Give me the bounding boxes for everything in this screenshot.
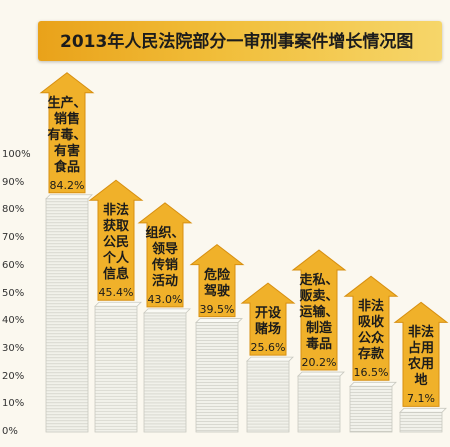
bar-top bbox=[349, 381, 397, 387]
growth-arrow bbox=[189, 243, 245, 318]
y-tick-label: 50% bbox=[2, 287, 25, 299]
y-tick-label: 30% bbox=[2, 342, 25, 354]
bar-stack bbox=[349, 381, 397, 433]
bar-top bbox=[143, 308, 191, 314]
category-label: 危险 驾驶 39.5% bbox=[193, 268, 241, 318]
bar-stack bbox=[246, 356, 294, 433]
bar-top bbox=[297, 371, 345, 377]
category-label-line: 非法 bbox=[357, 299, 384, 315]
category-label: 走私、 贩卖、 运输、 制造 毒品 20.2% bbox=[295, 273, 343, 371]
category-label: 非法 吸收 公众 存款 16.5% bbox=[347, 299, 395, 381]
category-label-line: 信息 bbox=[102, 267, 129, 283]
growth-arrow bbox=[137, 202, 193, 308]
bar-top bbox=[94, 301, 142, 307]
y-tick-label: 10% bbox=[2, 398, 25, 410]
bar-stack bbox=[399, 407, 447, 433]
bar bbox=[297, 375, 341, 433]
category-label-line: 驾驶 bbox=[203, 283, 230, 299]
value-label: 7.1% bbox=[407, 392, 435, 406]
bar-stack bbox=[143, 308, 191, 433]
bar-stack bbox=[94, 301, 142, 433]
value-label: 45.4% bbox=[98, 286, 134, 300]
category-label-line: 毒品 bbox=[305, 337, 332, 353]
bar-top bbox=[399, 407, 447, 413]
category-label-line: 非法 bbox=[102, 203, 129, 219]
value-label: 39.5% bbox=[199, 302, 235, 316]
y-tick-label: 20% bbox=[2, 370, 25, 382]
bar-top bbox=[45, 194, 93, 200]
growth-arrow bbox=[39, 72, 95, 194]
y-tick-label: 100% bbox=[2, 149, 31, 160]
bar bbox=[349, 385, 393, 433]
category-label: 开设 赌场 25.6% bbox=[244, 306, 292, 356]
category-label-line: 传销 bbox=[151, 257, 178, 273]
bar-top bbox=[195, 318, 243, 323]
category-label-line: 销售 bbox=[53, 111, 80, 127]
category-label-line: 开设 bbox=[254, 306, 281, 322]
category-label-line: 赌场 bbox=[254, 322, 281, 338]
category-label-line: 生产、 bbox=[47, 95, 87, 111]
y-tick-label: 40% bbox=[2, 315, 25, 327]
y-tick-label: 60% bbox=[2, 259, 25, 271]
category-label: 非法 占用 农用地 7.1% bbox=[397, 325, 445, 407]
category-label: 组织、 领导 传销 活动 43.0% bbox=[141, 226, 189, 308]
category-label-line: 制造 bbox=[305, 321, 332, 337]
category-label: 生产、 销售 有毒、 有害 食品 84.2% bbox=[43, 96, 91, 194]
growth-arrow bbox=[393, 301, 449, 407]
value-label: 16.5% bbox=[353, 366, 389, 380]
category-label-line: 有害 bbox=[53, 143, 80, 159]
value-label: 84.2% bbox=[49, 178, 85, 192]
category-label-line: 农用 bbox=[407, 357, 434, 373]
category-label-line: 食品 bbox=[53, 159, 80, 175]
category-label-line: 个人 bbox=[102, 251, 129, 267]
category-label-line: 贩卖、 bbox=[299, 289, 339, 305]
value-label: 25.6% bbox=[250, 341, 286, 355]
category-label-line: 公众 bbox=[357, 331, 384, 347]
category-label-line: 存款 bbox=[357, 347, 384, 363]
category-label-line: 活动 bbox=[151, 273, 178, 289]
value-label: 20.2% bbox=[301, 356, 337, 370]
chart-title: 2013年人民法院部分一审刑事案件增长情况图 bbox=[60, 32, 414, 52]
bar-stack bbox=[297, 371, 345, 433]
category-label-line: 危险 bbox=[203, 267, 230, 283]
category-label-line: 领导 bbox=[151, 241, 178, 257]
category-label-line: 走私、 bbox=[299, 273, 339, 289]
growth-arrow bbox=[343, 275, 399, 381]
y-tick-label: 80% bbox=[2, 204, 25, 216]
value-label: 43.0% bbox=[147, 292, 183, 306]
bar-top bbox=[246, 356, 294, 362]
category-label-line: 有毒、 bbox=[47, 127, 87, 143]
category-label-line: 非法 bbox=[407, 325, 434, 341]
growth-arrow bbox=[240, 282, 296, 356]
category-label-line: 组织、 bbox=[145, 225, 185, 241]
title-banner bbox=[38, 21, 442, 61]
category-label-line: 获取 bbox=[102, 219, 129, 235]
category-label-line: 地 bbox=[414, 373, 428, 389]
growth-arrow bbox=[88, 179, 144, 301]
category-label-line: 吸收 bbox=[357, 315, 384, 331]
y-tick-label: 0% bbox=[2, 426, 18, 437]
y-tick-label: 90% bbox=[2, 176, 25, 188]
category-label-line: 公民 bbox=[102, 235, 129, 251]
y-tick-label: 70% bbox=[2, 232, 25, 244]
bar-stack bbox=[195, 318, 243, 433]
category-label: 非法 获取 公民 个人 信息 45.4% bbox=[92, 203, 140, 301]
bar-stack bbox=[45, 194, 93, 433]
category-label-line: 占用 bbox=[407, 341, 434, 357]
growth-arrow bbox=[291, 249, 347, 371]
category-label-line: 运输、 bbox=[299, 305, 339, 321]
